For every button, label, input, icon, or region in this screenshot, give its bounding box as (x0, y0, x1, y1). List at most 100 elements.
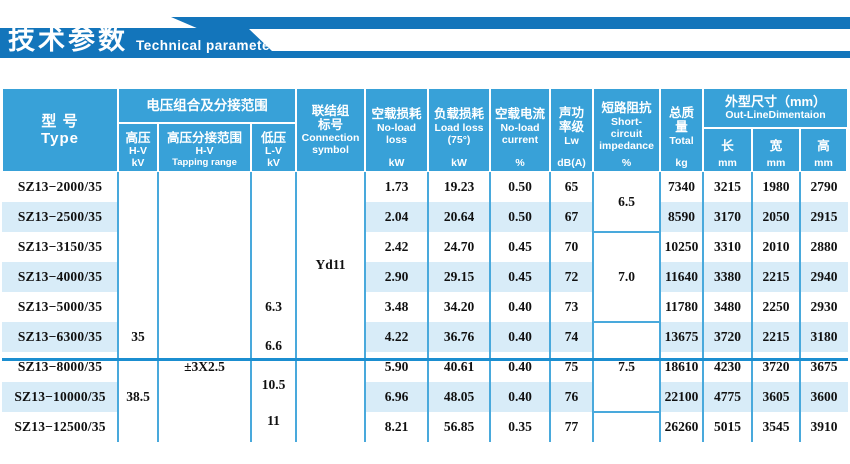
row-label-model: SZ13−10000/35 (14, 389, 106, 404)
header-sound-power-level: 声功 率级 Lw dB(A) (551, 89, 592, 171)
cell-height: 2880 (810, 239, 838, 254)
cell-hv-voltage: 35 (131, 329, 145, 344)
column-divider (250, 172, 252, 442)
cell-length: 4775 (714, 389, 741, 404)
column-divider (157, 172, 159, 442)
cell-no-load-loss: 3.48 (384, 299, 409, 314)
header-lv: 低压 L-V kV (252, 124, 295, 171)
cell-width: 2050 (762, 209, 790, 224)
cell-load-loss: 29.15 (443, 269, 475, 284)
cell-load-loss: 36.76 (443, 329, 475, 344)
row-stripe (660, 262, 848, 292)
cell-no-load-current: 0.45 (508, 239, 532, 254)
cell-length: 3480 (714, 299, 741, 314)
header-no-load-loss: 空载损耗 No-load loss kW (366, 89, 427, 171)
cell-length: 3215 (714, 179, 741, 194)
cell-impedance: 6.5 (618, 194, 635, 209)
cell-impedance: 7.0 (618, 269, 635, 284)
cell-sound-power: 76 (564, 389, 579, 404)
cell-sound-power: 73 (564, 299, 579, 314)
cell-length: 4230 (714, 359, 741, 374)
header-total-mass: 总质 量 Total kg (661, 89, 702, 171)
cell-total-mass: 18610 (664, 359, 699, 374)
cell-no-load-current: 0.40 (508, 329, 532, 344)
page-banner: 技术参数 Technical parameter (0, 0, 850, 70)
banner-title-zh: 技术参数 (8, 25, 128, 55)
cell-height: 3675 (810, 359, 838, 374)
row-stripe (660, 322, 848, 352)
cell-tapping-range: ±3X2.5 (184, 359, 225, 374)
cell-sound-power: 75 (564, 359, 579, 374)
cell-height: 2930 (810, 299, 838, 314)
cell-height: 2940 (810, 269, 838, 284)
column-divider (751, 172, 753, 442)
banner-title-en: Technical parameter (136, 38, 276, 53)
header-width: 宽 mm (753, 129, 799, 171)
cell-lv-voltage: 6.3 (265, 299, 282, 314)
cell-length: 3380 (714, 269, 741, 284)
header-connection-symbol: 联结组 标号 Connection symbol (297, 89, 364, 171)
cell-sound-power: 77 (564, 419, 579, 434)
cell-length: 5015 (714, 419, 741, 434)
cell-total-mass: 11780 (664, 299, 698, 314)
cell-load-loss: 24.70 (443, 239, 475, 254)
cell-load-loss: 40.61 (443, 359, 475, 374)
cell-load-loss: 19.23 (443, 179, 475, 194)
column-divider (117, 172, 119, 442)
row-stripe (365, 382, 593, 412)
header-height: 高 mm (801, 129, 846, 171)
banner-ribbon-shape (0, 17, 850, 58)
cell-height: 3600 (810, 389, 838, 404)
column-divider (702, 172, 704, 442)
header-load-loss: 负载损耗 Load loss (75°) kW (429, 89, 489, 171)
row-stripe (2, 382, 118, 412)
cell-height: 2790 (810, 179, 838, 194)
header-short-circuit-impedance: 短路阻抗 Short- circuit impedance % (594, 89, 659, 171)
cell-width: 2250 (762, 299, 790, 314)
cell-load-loss: 34.20 (443, 299, 475, 314)
row-label-model: SZ13−8000/35 (17, 359, 103, 374)
column-divider (295, 172, 297, 442)
table-header: 型 号 Type 电压组合及分接范围 高压 H-V kV 高压分接范围 H-V … (2, 88, 848, 172)
cell-total-mass: 22100 (664, 389, 699, 404)
cell-no-load-current: 0.50 (508, 209, 532, 224)
cell-no-load-loss: 2.04 (384, 209, 409, 224)
cell-total-mass: 8590 (668, 209, 695, 224)
header-no-load-current: 空载电流 No-load current % (491, 89, 549, 171)
header-length: 长 mm (704, 129, 751, 171)
table-bottom-border (2, 358, 848, 361)
cell-lv-voltage: 10.5 (261, 377, 286, 392)
cell-impedance: 7.5 (618, 359, 635, 374)
row-stripe (2, 262, 118, 292)
column-divider (427, 172, 429, 442)
cell-load-loss: 56.85 (443, 419, 475, 434)
cell-no-load-loss: 5.90 (384, 359, 409, 374)
parameter-table: 型 号 Type 电压组合及分接范围 高压 H-V kV 高压分接范围 H-V … (2, 88, 848, 445)
header-voltage-group: 电压组合及分接范围 (119, 89, 295, 122)
column-divider (489, 172, 491, 442)
row-label-model: SZ13−5000/35 (17, 299, 103, 314)
column-divider (592, 172, 594, 442)
row-stripe (365, 202, 593, 232)
table-body: SZ13−2000/35 1.73 19.23 0.50 65 7340 3215 1980 2… (2, 172, 848, 442)
column-divider (659, 172, 661, 442)
row-stripe (2, 202, 118, 232)
cell-lv-voltage: 6.6 (265, 338, 282, 353)
header-hv: 高压 H-V kV (119, 124, 157, 171)
cell-width: 3545 (762, 419, 790, 434)
cell-lv-voltage: 11 (267, 413, 280, 428)
cell-total-mass: 10250 (664, 239, 699, 254)
impedance-cell-divider (593, 231, 660, 233)
row-label-model: SZ13−4000/35 (17, 269, 103, 284)
cell-no-load-loss: 1.73 (384, 179, 409, 194)
cell-width: 2215 (762, 329, 790, 344)
cell-total-mass: 26260 (664, 419, 699, 434)
cell-total-mass: 7340 (668, 179, 695, 194)
header-type: 型 号 Type (3, 89, 117, 171)
cell-sound-power: 70 (564, 239, 579, 254)
cell-total-mass: 13675 (664, 329, 699, 344)
cell-no-load-loss: 2.90 (384, 269, 409, 284)
cell-no-load-current: 0.40 (508, 389, 532, 404)
cell-height: 3910 (810, 419, 838, 434)
